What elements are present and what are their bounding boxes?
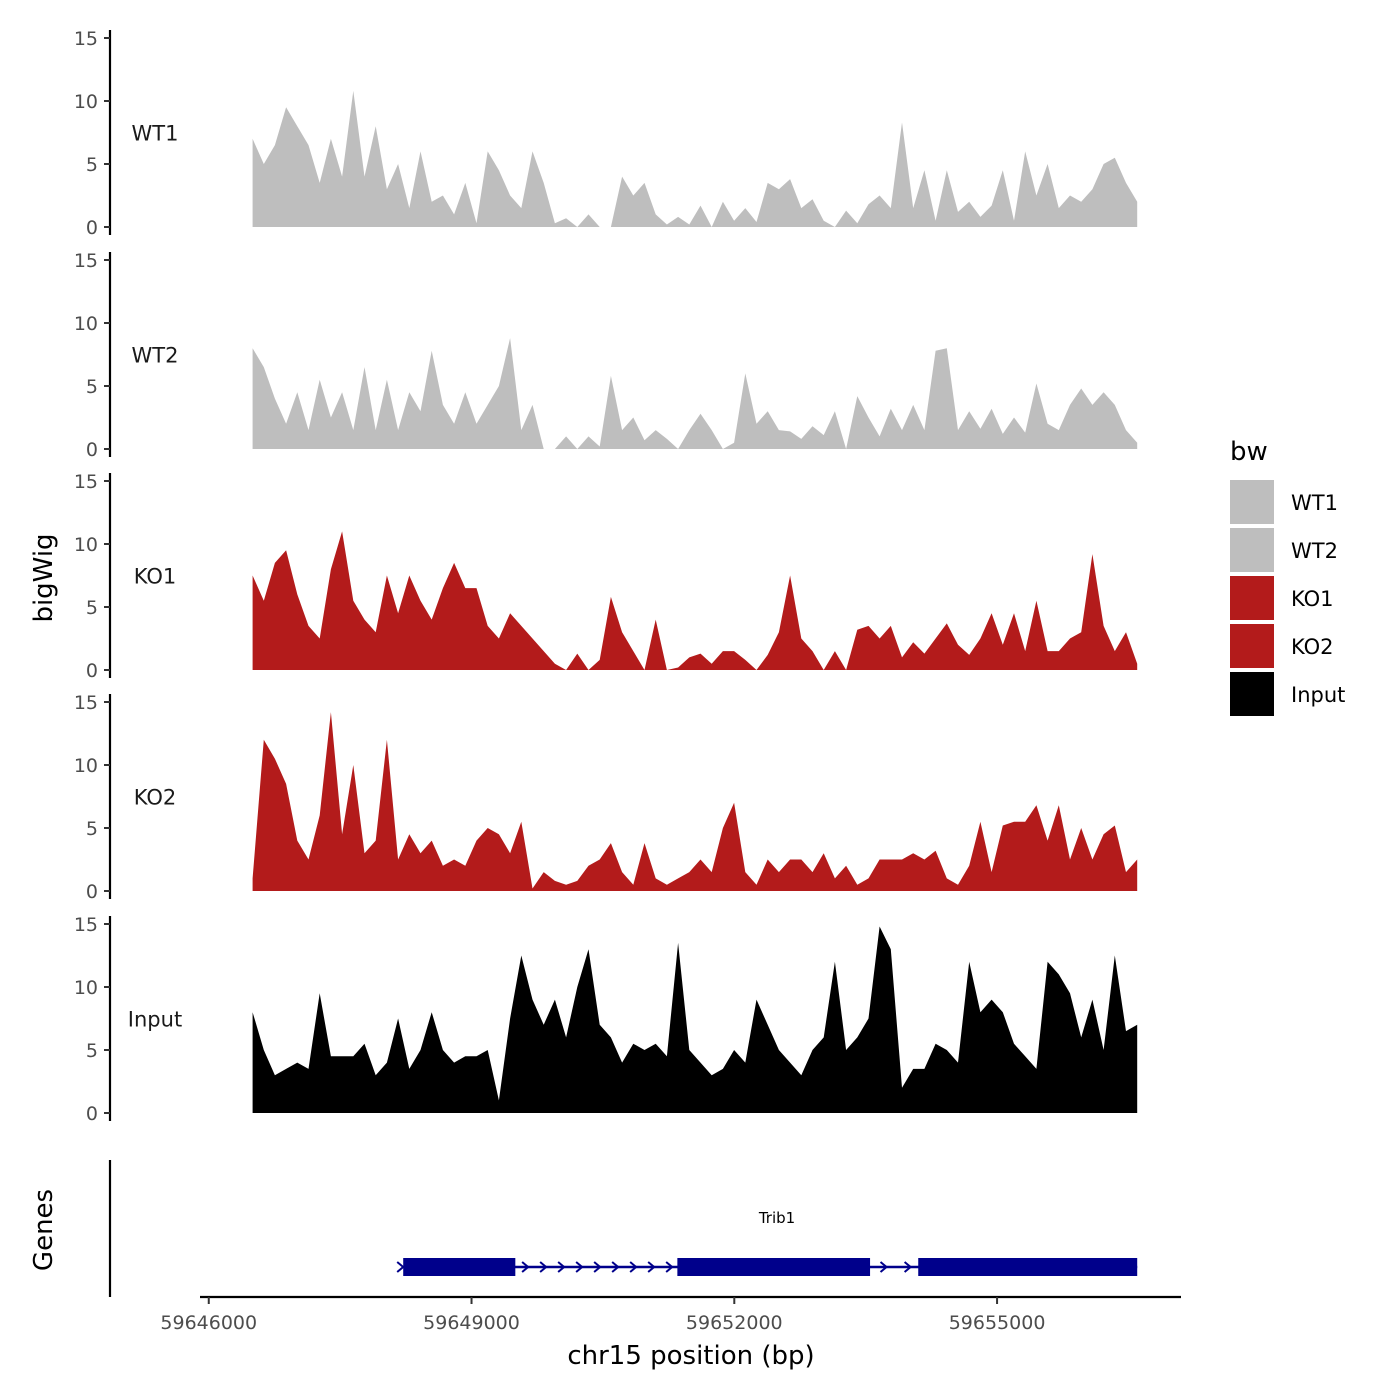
legend: bw WT1 WT2 KO1 KO2 Input <box>1230 437 1345 716</box>
legend-item-wt1: WT1 <box>1230 480 1338 524</box>
track-label: Input <box>128 1008 182 1032</box>
genes-panel: Trib1 <box>108 1160 1138 1297</box>
strand-arrow-icon <box>593 1261 602 1273</box>
y-tick-label: 10 <box>74 755 98 777</box>
coverage-area-wt2 <box>252 338 1138 449</box>
coverage-area-ko1 <box>252 531 1138 670</box>
track-ko1: 0 5 10 15 KO1 <box>74 471 1138 682</box>
y-tick-label: 15 <box>74 692 98 714</box>
legend-label: WT2 <box>1291 539 1338 563</box>
x-tick-label: 59652000 <box>686 1312 783 1334</box>
coverage-area-input <box>252 926 1138 1113</box>
legend-label: KO1 <box>1291 587 1334 611</box>
y-tick-label: 5 <box>86 376 98 398</box>
y-tick-label: 0 <box>86 660 98 682</box>
track-label: WT2 <box>132 344 179 368</box>
gene-exon <box>918 1258 1138 1276</box>
legend-swatch <box>1230 528 1274 572</box>
legend-swatch <box>1230 576 1274 620</box>
y-tick-label: 10 <box>74 91 98 113</box>
x-tick-label: 59649000 <box>423 1312 520 1334</box>
legend-item-ko1: KO1 <box>1230 576 1334 620</box>
y-tick-label: 5 <box>86 1040 98 1062</box>
legend-item-wt2: WT2 <box>1230 528 1338 572</box>
track-label: KO2 <box>134 786 177 810</box>
y-tick-label: 5 <box>86 597 98 619</box>
y-tick-label: 15 <box>74 471 98 493</box>
y-tick-label: 15 <box>74 28 98 50</box>
y-tick-label: 15 <box>74 250 98 272</box>
legend-swatch <box>1230 624 1274 668</box>
legend-item-ko2: KO2 <box>1230 624 1334 668</box>
y-tick-label: 0 <box>86 1103 98 1125</box>
y-tick-label: 15 <box>74 914 98 936</box>
strand-arrow-icon <box>879 1261 889 1273</box>
track-label: WT1 <box>132 122 179 146</box>
y-tick-label: 5 <box>86 818 98 840</box>
coverage-tracks: 0 5 10 15 WT1 0 5 10 15 WT2 0 5 10 15 KO1 0 5 10 15 KO2 0 5 10… <box>74 28 1138 1125</box>
coverage-area-wt1 <box>252 90 1138 228</box>
genes-axis-title: Genes <box>29 1189 59 1271</box>
x-tick-label: 59646000 <box>160 1312 257 1334</box>
y-tick-label: 0 <box>86 439 98 461</box>
strand-arrow-icon <box>539 1261 548 1273</box>
strand-arrow-icon <box>665 1261 674 1273</box>
y-axis-title: bigWig <box>29 533 59 622</box>
track-wt1: 0 5 10 15 WT1 <box>74 28 1138 239</box>
legend-title: bw <box>1230 437 1268 467</box>
track-input: 0 5 10 15 Input <box>74 914 1138 1125</box>
y-tick-label: 0 <box>86 217 98 239</box>
gene-name-label: Trib1 <box>758 1209 795 1227</box>
gene-exon <box>403 1258 516 1276</box>
strand-arrow-icon <box>575 1261 584 1273</box>
y-tick-label: 10 <box>74 534 98 556</box>
legend-label: WT1 <box>1291 491 1338 515</box>
legend-swatch <box>1230 672 1274 716</box>
strand-arrow-icon <box>629 1261 638 1273</box>
legend-item-input: Input <box>1230 672 1345 716</box>
y-tick-label: 0 <box>86 881 98 903</box>
legend-swatch <box>1230 480 1274 524</box>
track-ko2: 0 5 10 15 KO2 <box>74 692 1138 903</box>
legend-label: KO2 <box>1291 635 1334 659</box>
legend-label: Input <box>1291 683 1345 707</box>
x-axis: 59646000 59649000 59652000 59655000 <box>160 1295 1181 1334</box>
x-axis-title: chr15 position (bp) <box>567 1341 814 1371</box>
strand-arrow-icon <box>647 1261 656 1273</box>
y-tick-label: 5 <box>86 154 98 176</box>
strand-arrow-icon <box>521 1261 530 1273</box>
coverage-area-ko2 <box>252 712 1138 891</box>
y-tick-label: 10 <box>74 313 98 335</box>
strand-arrow-icon <box>903 1261 913 1273</box>
strand-arrow-icon <box>611 1261 620 1273</box>
track-wt2: 0 5 10 15 WT2 <box>74 250 1138 461</box>
y-tick-label: 10 <box>74 977 98 999</box>
strand-arrow-icon <box>557 1261 566 1273</box>
strand-arrow-icon <box>396 1261 405 1273</box>
x-tick-label: 59655000 <box>949 1312 1046 1334</box>
gene-exon <box>677 1258 871 1276</box>
track-label: KO1 <box>134 565 177 589</box>
